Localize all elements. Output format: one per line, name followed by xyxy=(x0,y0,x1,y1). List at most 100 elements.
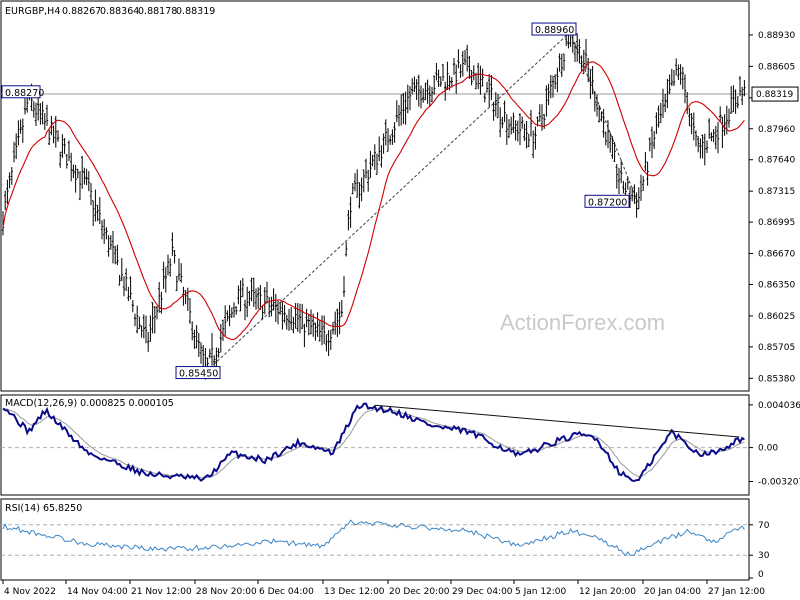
macd-axis: 0.004036 0.00 -0.003207 xyxy=(749,401,800,487)
price-bar xyxy=(19,119,22,134)
price-bar xyxy=(327,330,330,357)
rsi-line xyxy=(2,519,745,556)
annotation-box xyxy=(531,22,577,36)
price-bar xyxy=(323,315,326,344)
price-bar xyxy=(534,126,537,150)
price-bar xyxy=(686,91,689,115)
price-bar xyxy=(367,169,370,192)
price-bar xyxy=(94,189,97,222)
macd-tick-label: -0.003207 xyxy=(758,477,800,487)
price-bar xyxy=(459,64,462,78)
price-bar xyxy=(228,305,231,327)
price-bar xyxy=(331,321,335,335)
price-bar xyxy=(501,117,504,129)
price-bar xyxy=(312,313,315,337)
price-bar xyxy=(89,183,93,206)
price-bar xyxy=(701,134,704,159)
price-bar xyxy=(424,82,427,101)
price-bar xyxy=(63,137,66,154)
price-bar xyxy=(562,53,566,71)
price-bar xyxy=(492,101,495,121)
price-bar xyxy=(270,296,273,317)
price-bar xyxy=(705,140,709,153)
price-bar xyxy=(140,325,143,338)
price-bar xyxy=(582,49,585,75)
price-bar xyxy=(21,118,24,143)
price-bar xyxy=(690,113,693,135)
price-bar xyxy=(719,106,722,123)
price-bar xyxy=(369,150,372,179)
watermark: ActionForex.com xyxy=(500,310,665,335)
price-bar xyxy=(215,347,218,367)
price-bar xyxy=(173,249,176,264)
price-bar xyxy=(345,242,348,257)
price-bar xyxy=(554,74,557,90)
price-bar xyxy=(483,92,486,103)
price-bar xyxy=(578,39,581,64)
price-bar xyxy=(160,291,163,314)
price-bar xyxy=(263,287,266,315)
price-bar xyxy=(472,65,475,81)
price-bar xyxy=(441,64,445,82)
price-bar xyxy=(672,70,676,86)
price-bar xyxy=(507,119,511,139)
price-bar xyxy=(527,133,530,148)
price-bar xyxy=(386,128,390,152)
price-bar xyxy=(584,38,588,70)
time-tick-label: 20 Dec 20:00 xyxy=(389,587,450,597)
price-bar xyxy=(499,107,502,138)
ohlc-high: 0.88364 xyxy=(100,6,139,17)
price-bar xyxy=(503,100,506,123)
price-bar xyxy=(428,85,431,107)
annotation-label: 0.88270 xyxy=(5,88,44,99)
price-bar xyxy=(455,64,458,94)
price-bar xyxy=(521,116,524,129)
price-bar xyxy=(320,315,324,346)
price-bar xyxy=(261,305,264,320)
price-bar xyxy=(628,186,632,208)
price-tick-label: 0.85380 xyxy=(758,374,795,384)
price-bar xyxy=(133,313,137,327)
price-bar xyxy=(721,116,724,149)
price-bar xyxy=(514,120,517,141)
symbol-label: EURGBP,H4 xyxy=(5,6,60,17)
price-bar xyxy=(78,170,82,201)
price-bar xyxy=(413,76,416,93)
price-bar xyxy=(1,211,5,236)
price-annotation: 0.85450 xyxy=(175,366,221,380)
price-bar xyxy=(461,50,464,77)
price-bar xyxy=(373,144,376,170)
price-bar xyxy=(83,167,86,185)
price-bar xyxy=(131,300,134,313)
price-bar xyxy=(609,132,612,153)
price-bar xyxy=(560,53,563,78)
price-bar xyxy=(738,76,742,97)
price-bar xyxy=(292,316,295,334)
price-bar xyxy=(237,285,240,305)
price-bar xyxy=(668,74,671,95)
price-bar xyxy=(208,348,211,359)
price-bar xyxy=(303,323,306,348)
price-bar xyxy=(426,79,429,104)
price-bar xyxy=(457,49,460,69)
price-bar xyxy=(127,286,130,302)
macd-label: MACD(12,26,9) 0.000825 0.000105 xyxy=(5,398,174,409)
price-tick-label: 0.86350 xyxy=(758,281,795,291)
price-bar xyxy=(252,277,255,307)
current-price-label: 0.88319 xyxy=(756,90,793,100)
price-bar xyxy=(400,94,403,126)
time-tick-label: 29 Dec 04:00 xyxy=(452,587,513,597)
price-bar xyxy=(17,120,20,146)
price-bar xyxy=(734,89,737,114)
price-bar xyxy=(307,314,310,336)
rsi-label: RSI(14) 65.8250 xyxy=(5,503,82,514)
price-bar xyxy=(351,183,354,195)
macd-signal-line xyxy=(2,408,745,479)
price-bar xyxy=(70,152,73,182)
price-bar xyxy=(474,72,478,90)
price-bar xyxy=(274,294,277,322)
price-bar xyxy=(408,86,412,111)
price-bar xyxy=(435,62,438,81)
price-bar xyxy=(120,258,123,282)
